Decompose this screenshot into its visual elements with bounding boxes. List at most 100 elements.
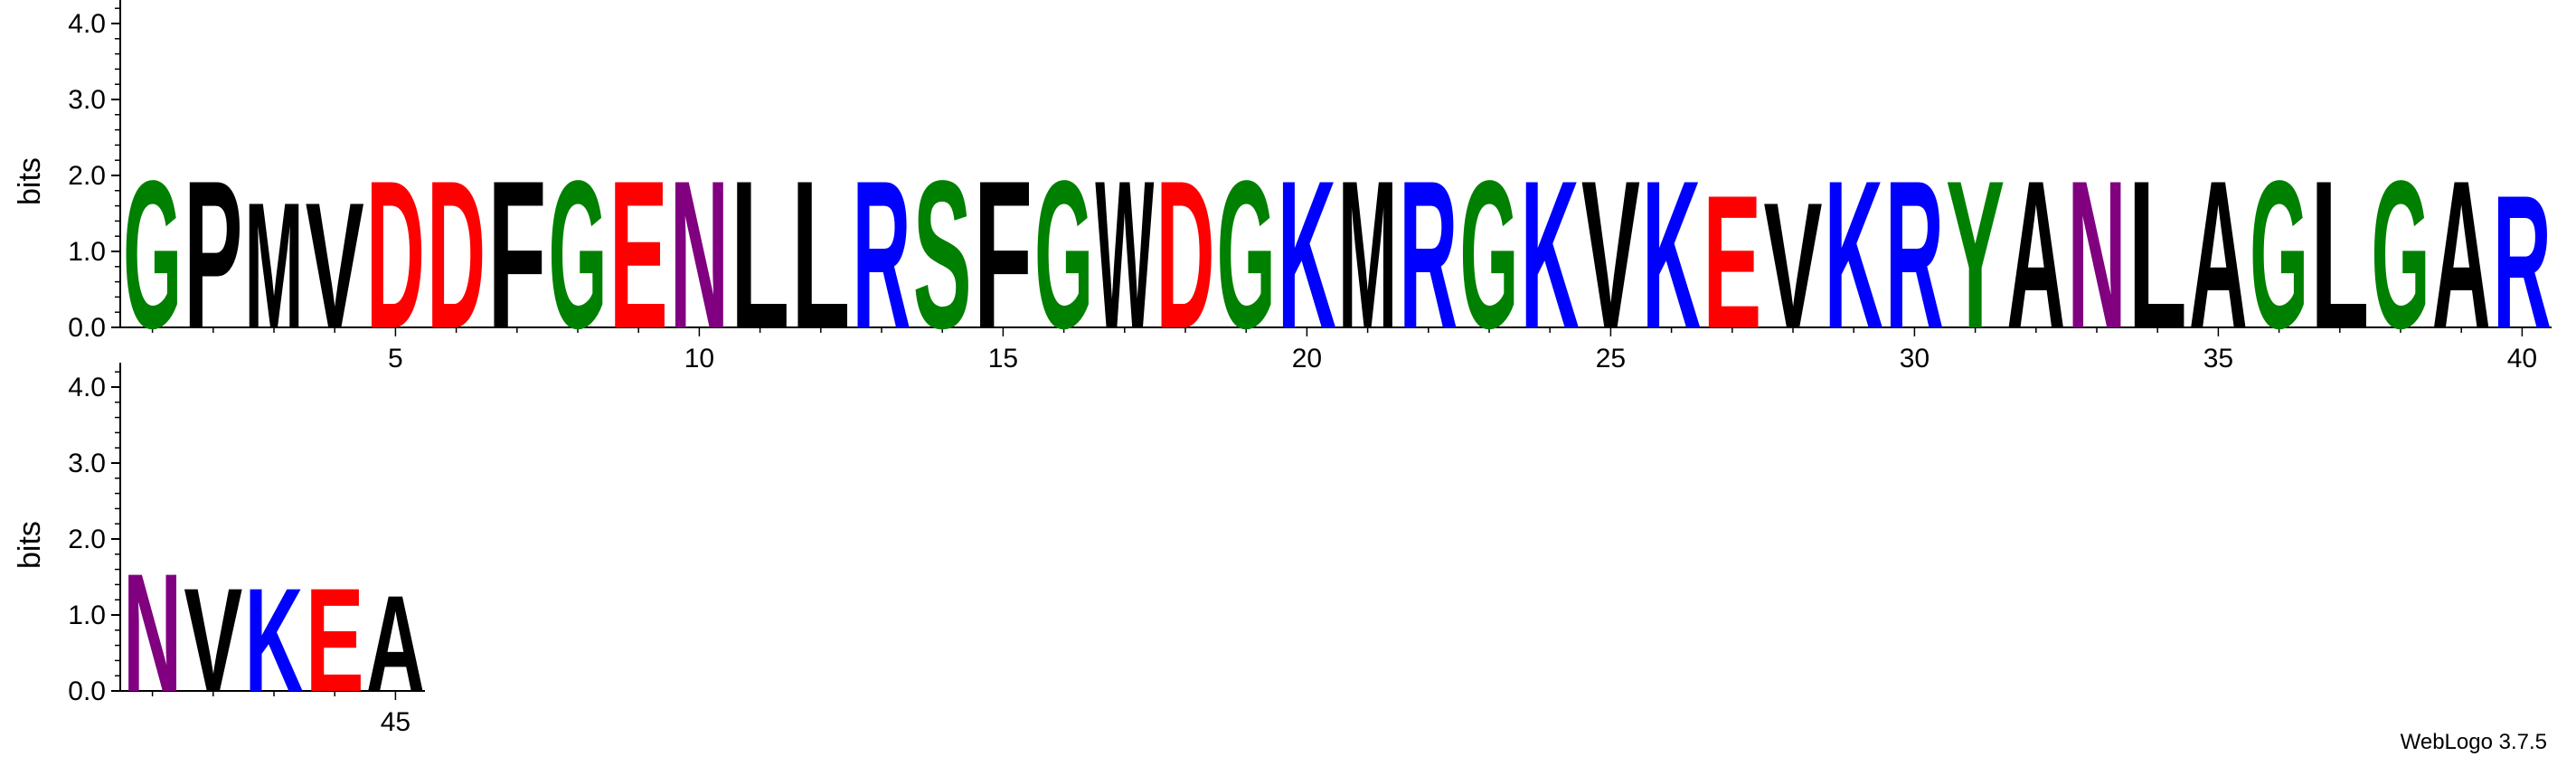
- y-axis-label: bits: [13, 521, 47, 569]
- logo-letter-m: M: [1338, 136, 1397, 372]
- y-tick-label: 3.0: [68, 449, 106, 478]
- y-axis-label: bits: [13, 157, 47, 205]
- x-tick-label: 25: [1596, 344, 1626, 374]
- logo-letter-r: R: [853, 136, 911, 372]
- letter-glyph: V: [1764, 165, 1823, 366]
- logo-letter-a: A: [366, 567, 425, 721]
- letter-glyph: G: [1217, 136, 1276, 372]
- logo-letter-k: K: [1825, 136, 1883, 372]
- logo-letter-v: V: [1581, 136, 1640, 372]
- logo-letter-d: D: [1156, 136, 1215, 372]
- letter-glyph: W: [1095, 136, 1154, 372]
- logo-letter-a: A: [2432, 136, 2491, 372]
- logo-letter-l: L: [791, 136, 850, 372]
- logo-letter-r: R: [1885, 136, 1944, 372]
- logo-letter-g: G: [2250, 136, 2308, 372]
- letter-glyph: K: [1825, 136, 1883, 372]
- letter-glyph: D: [1156, 136, 1215, 372]
- logo-letter-d: D: [427, 136, 486, 372]
- letter-glyph: G: [2372, 136, 2430, 372]
- letter-glyph: N: [123, 538, 182, 727]
- letter-glyph: V: [1581, 136, 1640, 372]
- logo-letter-a: A: [2006, 136, 2065, 372]
- logo-letter-f: F: [487, 136, 546, 372]
- letter-glyph: R: [853, 136, 911, 372]
- letter-glyph: A: [2006, 136, 2065, 372]
- letter-glyph: G: [123, 136, 182, 372]
- logo-letter-n: N: [670, 136, 729, 372]
- letter-glyph: M: [245, 165, 304, 366]
- letter-glyph: R: [1399, 136, 1458, 372]
- x-tick-label: 30: [1900, 344, 1930, 374]
- logo-letter-v: V: [184, 557, 242, 723]
- logo-letter-l: L: [2128, 136, 2187, 372]
- logo-letter-v: V: [306, 165, 364, 366]
- letter-glyph: K: [245, 557, 304, 723]
- x-tick-label: 40: [2507, 344, 2537, 374]
- weblogo-credit: WebLogo 3.7.5: [2400, 730, 2547, 754]
- letter-glyph: L: [2128, 136, 2187, 372]
- y-tick-label: 2.0: [68, 161, 106, 191]
- logo-letter-s: S: [913, 136, 972, 372]
- letter-glyph: P: [184, 136, 242, 372]
- letter-glyph: S: [913, 136, 972, 372]
- letter-glyph: G: [1034, 136, 1093, 372]
- logo-letter-n: N: [123, 538, 182, 727]
- letter-glyph: E: [609, 136, 668, 372]
- y-tick-label: 3.0: [68, 85, 106, 115]
- letter-glyph: A: [2432, 136, 2491, 372]
- logo-letter-e: E: [306, 557, 364, 723]
- letter-glyph: F: [974, 136, 1033, 372]
- y-tick-label: 4.0: [68, 9, 106, 39]
- logo-letter-f: F: [974, 136, 1033, 372]
- logo-letter-l: L: [2310, 136, 2369, 372]
- letter-glyph: L: [2310, 136, 2369, 372]
- x-tick-label: 35: [2203, 344, 2233, 374]
- letter-glyph: K: [1642, 136, 1701, 372]
- logo-letter-m: M: [245, 165, 304, 366]
- logo-letter-w: W: [1095, 136, 1154, 372]
- letter-glyph: G: [2250, 136, 2308, 372]
- y-tick-label: 0.0: [68, 676, 106, 706]
- letter-glyph: K: [1278, 136, 1336, 372]
- letter-glyph: A: [366, 567, 425, 721]
- y-tick-label: 2.0: [68, 525, 106, 554]
- logo-letter-p: P: [184, 136, 242, 372]
- letter-glyph: V: [306, 165, 364, 366]
- logo-letter-k: K: [1521, 136, 1580, 372]
- logo-letter-g: G: [123, 136, 182, 372]
- letter-glyph: F: [487, 136, 546, 372]
- letter-glyph: R: [1885, 136, 1944, 372]
- logo-letter-a: A: [2189, 136, 2248, 372]
- letter-glyph: N: [670, 136, 729, 372]
- logo-letter-y: Y: [1946, 136, 2005, 372]
- logo-letter-r: R: [1399, 136, 1458, 372]
- y-tick-label: 0.0: [68, 313, 106, 343]
- letter-glyph: D: [366, 136, 425, 372]
- letter-glyph: G: [1460, 136, 1519, 372]
- y-tick-label: 1.0: [68, 601, 106, 630]
- logo-letter-g: G: [549, 136, 608, 372]
- x-tick-label: 5: [388, 344, 403, 374]
- logo-letter-e: E: [609, 136, 668, 372]
- y-tick-label: 4.0: [68, 373, 106, 402]
- logo-letter-g: G: [2372, 136, 2430, 372]
- x-tick-label: 15: [988, 344, 1018, 374]
- logo-letter-g: G: [1034, 136, 1093, 372]
- logo-letter-v: V: [1764, 165, 1823, 366]
- x-tick-label: 10: [684, 344, 714, 374]
- letter-glyph: Y: [1946, 136, 2005, 372]
- y-tick-label: 1.0: [68, 237, 106, 267]
- letter-glyph: E: [306, 557, 364, 723]
- letter-glyph: N: [2068, 136, 2127, 372]
- letter-glyph: D: [427, 136, 486, 372]
- logo-letter-l: L: [731, 136, 789, 372]
- letter-glyph: L: [731, 136, 789, 372]
- letter-glyph: E: [1703, 156, 1761, 368]
- logo-letter-k: K: [245, 557, 304, 723]
- letter-glyph: L: [791, 136, 850, 372]
- letter-glyph: A: [2189, 136, 2248, 372]
- x-tick-label: 45: [381, 707, 410, 737]
